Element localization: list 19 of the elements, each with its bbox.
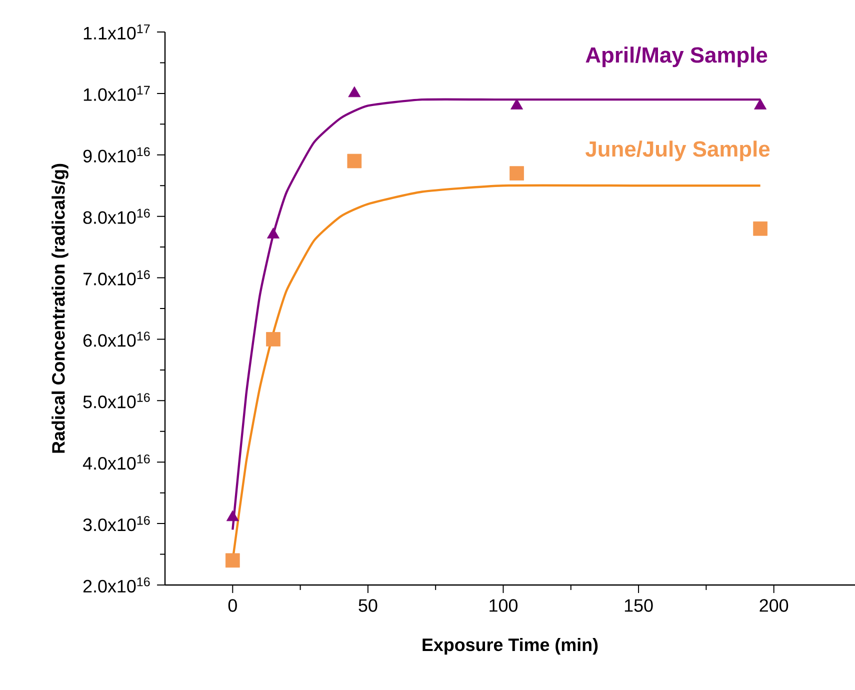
x-axis-title: Exposure Time (min) [422, 638, 598, 655]
x-tick-label: 150 [624, 599, 653, 612]
y-tick-label: 6.0x10$^{16}$ [83, 332, 150, 347]
y-tick-label: 2.0x10$^{16}$ [83, 577, 150, 593]
y-axis-title: Radical Concentration (radicals/g) [52, 164, 68, 453]
x-tick-label: 0 [228, 599, 237, 612]
text: June/July Sample [586, 140, 770, 162]
x-tick-label: 100 [490, 599, 518, 612]
series-label: April/May Sample [586, 46, 768, 68]
x-tick-label: 200 [760, 599, 788, 612]
y-tick-label: 4.0x10$^{16}$ [82, 454, 150, 470]
y-tick-label: 9.0x10$^{16}$ [83, 147, 150, 162]
x-tick-label: 50 [358, 599, 378, 612]
y-tick-label: 1.1x10$^{17}$ [84, 24, 150, 40]
y-tick-label: 1.0x10$^{17}$ [84, 86, 150, 101]
y-tick-label: 3.0x10$^{16}$ [83, 516, 150, 532]
y-tick-label: 5.0x10$^{16}$ [83, 393, 150, 408]
y-tick-label: 7.0x10$^{16}$ [83, 270, 150, 286]
y-tick-label: 8.0x10$^{16}$ [83, 208, 150, 224]
